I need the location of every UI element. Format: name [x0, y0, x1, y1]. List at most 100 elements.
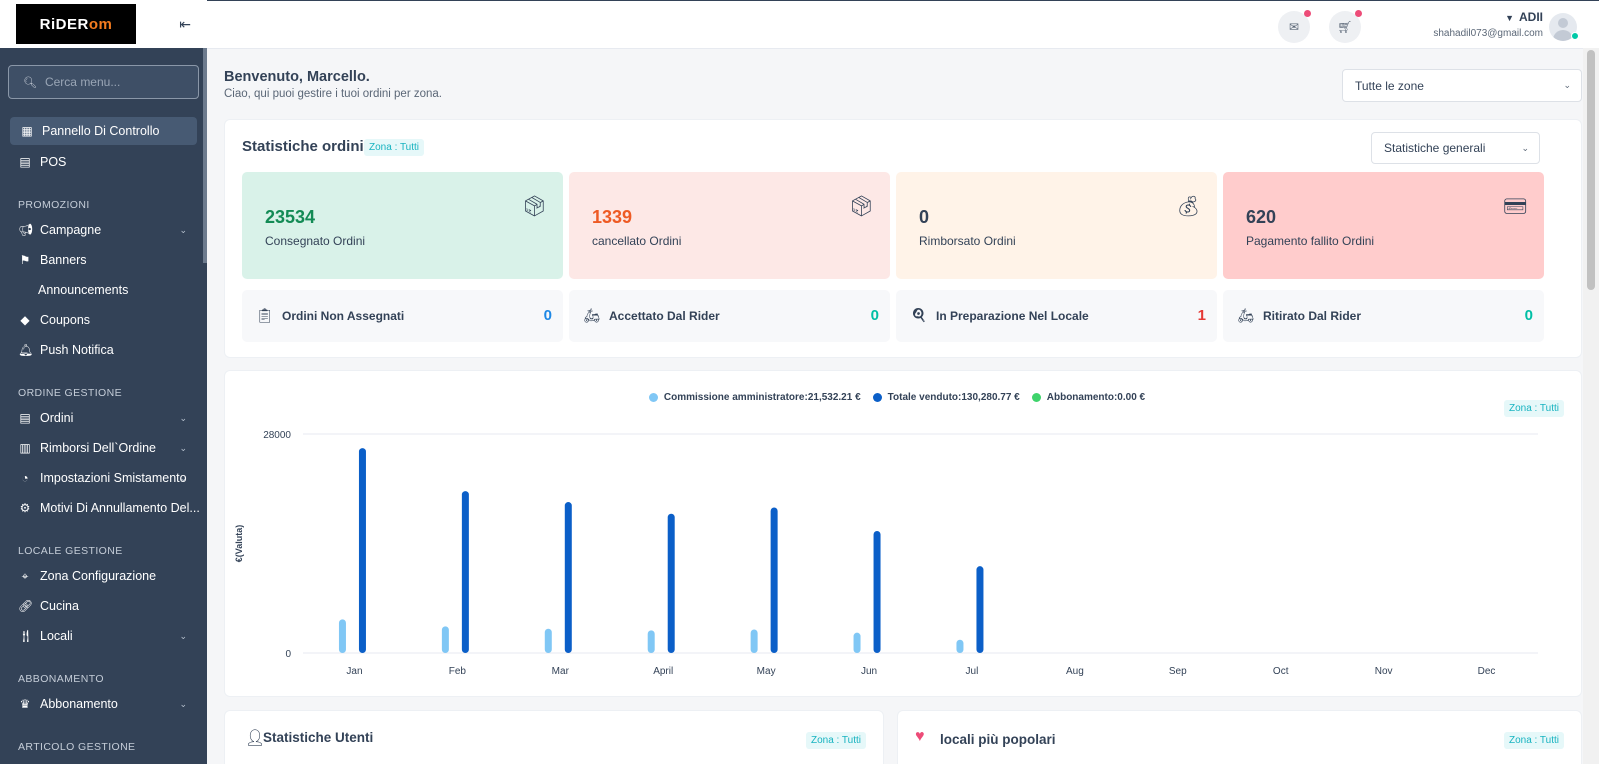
zone-badge: Zona : Tutti [364, 139, 425, 156]
stat-label: Consegnato Ordini [265, 234, 366, 248]
order-stats-title: Statistiche ordini [242, 138, 364, 155]
x-tick-label: Dec [1478, 666, 1496, 677]
order-stat-box[interactable]: 1339 cancellato Ordini 📦︎ [569, 172, 890, 279]
bar [461, 491, 469, 653]
sidebar-item[interactable]: ▤ POS [0, 147, 207, 177]
top-header: ✉ 🛒︎ ▼ ADII shahadil073@gmail.com [207, 0, 1599, 49]
status-label: Accettato Dal Rider [609, 309, 720, 323]
earnings-chart-card: Commissione amministratore:21,532.21 € To… [224, 370, 1582, 697]
legend-swatch [1031, 393, 1041, 402]
messages-button[interactable]: ✉ [1278, 10, 1311, 43]
collapse-sidebar-icon[interactable]: ⇤ [179, 16, 191, 32]
user-stats-card: 👤︎ Statistiche Utenti Zona : Tutti [224, 710, 884, 764]
chevron-down-icon: ⌄ [179, 224, 187, 235]
search-icon: 🔍︎ [23, 76, 37, 89]
legend-item[interactable]: Totale venduto:130,280.77 € [872, 392, 1020, 403]
chevron-down-icon: ⌄ [179, 412, 187, 423]
sidebar-item[interactable]: 🍴︎ Locali ⌄ [0, 621, 207, 651]
order-status-box[interactable]: 🛵︎ Ritirato Dal Rider 0 [1223, 290, 1544, 342]
user-name: ▼ ADII [1505, 10, 1543, 24]
logo-text-accent: om [88, 15, 113, 33]
order-status-box[interactable]: 🍳︎ In Preparazione Nel Locale 1 [896, 290, 1217, 342]
bar [564, 502, 572, 653]
chevron-down-icon: ⌄ [179, 630, 187, 641]
stat-label: cancellato Ordini [592, 234, 682, 248]
order-stat-box[interactable]: 0 Rimborsato Ordini 💰︎ [896, 172, 1217, 279]
sidebar-item[interactable]: ♛ Abbonamento ⌄ [0, 689, 207, 719]
sidebar-search[interactable]: 🔍︎ [8, 65, 199, 99]
status-label: In Preparazione Nel Locale [936, 309, 1089, 323]
zone-select[interactable]: Tutte le zone ⌄ [1342, 69, 1582, 102]
bar [441, 626, 449, 653]
sidebar-item[interactable]: 🔔︎ Push Notifica [0, 335, 207, 365]
bar [873, 530, 881, 653]
receipt-icon: ▥ [19, 441, 31, 455]
message-icon: ✉ [1288, 20, 1300, 34]
sidebar-item-label: Rimborsi Dell`Ordine [40, 441, 156, 455]
status-count: 0 [1524, 307, 1533, 324]
sidebar-item[interactable]: ◆ Coupons [0, 305, 207, 335]
order-stat-box[interactable]: 620 Pagamento fallito Ordini 💳︎ [1223, 172, 1544, 279]
order-status-box[interactable]: 🛵︎ Accettato Dal Rider 0 [569, 290, 890, 342]
user-stats-title: Statistiche Utenti [263, 730, 374, 745]
sidebar-item[interactable]: Announcements [0, 275, 207, 305]
page-scrollbar[interactable] [1583, 48, 1599, 764]
legend-item[interactable]: Commissione amministratore:21,532.21 € [648, 392, 861, 403]
cutlery-icon: 🍴︎ [18, 629, 34, 643]
sidebar-item-label: Motivi Di Annullamento Del... [40, 501, 200, 515]
sidebar-item[interactable]: 📢︎ Campagne ⌄ [0, 215, 207, 245]
sidebar-item[interactable]: ⚑ Banners [0, 245, 207, 275]
logo-text: RiDER [39, 15, 89, 33]
rider-accepted-icon: 🛵︎ [583, 307, 601, 323]
bar [358, 448, 366, 653]
cart-icon: 🛒︎ [1337, 20, 1353, 34]
x-tick-label: Jul [966, 666, 979, 677]
sidebar-item-label: Abbonamento [40, 697, 118, 711]
status-count: 0 [543, 307, 552, 324]
gauge-icon: ◔ [21, 471, 29, 485]
cart-button[interactable]: 🛒︎ [1329, 10, 1362, 43]
search-input[interactable] [44, 75, 195, 89]
y-tick-label: 0 [285, 649, 291, 660]
sidebar-item[interactable]: ▥ Rimborsi Dell`Ordine ⌄ [0, 433, 207, 463]
sidebar-item[interactable]: ◔ Impostazioni Smistamento ⌄ [0, 463, 207, 493]
location-icon: ⌖ [21, 568, 29, 583]
y-tick-label: 28000 [263, 430, 291, 441]
bar [544, 628, 552, 653]
sidebar-item[interactable]: ⌖ Zona Configurazione [0, 561, 207, 591]
sidebar-item-label: Cucina [40, 599, 79, 613]
bar [770, 507, 778, 653]
sidebar-nav: ▦ Pannello Di Controllo ▤ POS PROMOZIONI 📢︎ Ca… [0, 117, 207, 757]
welcome-block: Benvenuto, Marcello. Ciao, qui puoi gest… [224, 69, 442, 100]
popular-restaurants-title: locali più popolari [940, 732, 1056, 747]
sidebar-section-title: LOCALE GESTIONE [18, 545, 123, 557]
zone-badge: Zona : Tutti [805, 732, 866, 749]
sidebar-item[interactable]: ▤ Ordini ⌄ [0, 403, 207, 433]
order-status-box[interactable]: 📋︎ Ordini Non Assegnati 0 [242, 290, 563, 342]
legend-item[interactable]: Abbonamento:0.00 € [1031, 392, 1145, 403]
x-tick-label: Jun [861, 666, 877, 677]
chevron-down-icon: ⌄ [1563, 80, 1571, 90]
stats-filter-select[interactable]: Statistiche generali ⌄ [1371, 132, 1540, 164]
order-stat-box[interactable]: 23534 Consegnato Ordini 📦︎ [242, 172, 563, 279]
sidebar-scrollbar[interactable] [203, 48, 207, 263]
flag-icon: ⚑ [19, 253, 31, 267]
tag-icon: ◆ [20, 313, 30, 327]
sidebar-item[interactable]: ⚙ Motivi Di Annullamento Del... [0, 493, 207, 523]
x-tick-label: Feb [449, 666, 467, 677]
sidebar-item-label: POS [40, 155, 67, 169]
brand-area: RiDER om ⇤ [0, 0, 207, 48]
sidebar-section-title: ARTICOLO GESTIONE [18, 741, 136, 753]
bar [750, 629, 758, 653]
bar [338, 619, 346, 653]
sidebar-item[interactable]: 🔗︎ Cucina [0, 591, 207, 621]
cooking-icon: 🍳︎ [910, 307, 928, 323]
logo[interactable]: RiDER om [16, 4, 136, 44]
chart-legend: Commissione amministratore:21,532.21 € To… [225, 390, 1581, 405]
status-label: Ordini Non Assegnati [282, 309, 405, 323]
user-menu[interactable]: ▼ ADII shahadil073@gmail.com [1433, 10, 1543, 39]
user-stats-icon: 👤︎ [245, 730, 266, 747]
sidebar-item[interactable]: ▦ Pannello Di Controllo [10, 117, 197, 145]
chevron-down-icon: ⌄ [1521, 142, 1529, 153]
